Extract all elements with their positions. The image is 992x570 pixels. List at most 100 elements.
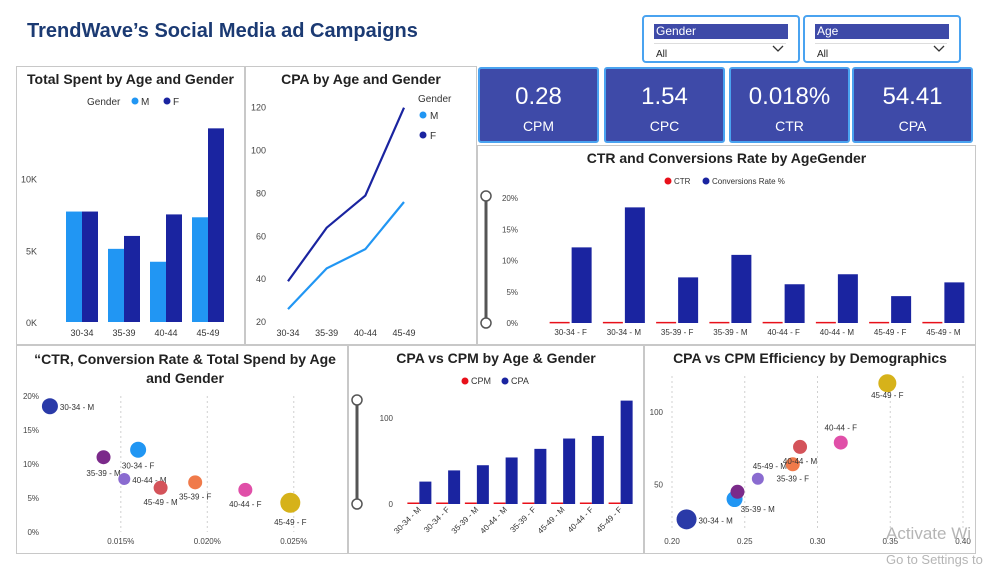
x-tick-label: 40-44 - F <box>767 328 800 337</box>
bar-m <box>150 261 166 322</box>
bar-cpa <box>563 438 576 504</box>
kpi-value: 54.41 <box>882 83 943 110</box>
bar-f <box>82 211 98 322</box>
point-label: 45-49 - F <box>274 518 307 527</box>
point-label: 35-39 - M <box>86 469 121 478</box>
point-label: 40-44 - M <box>783 457 818 466</box>
cpa-by-age-panel: CPA by Age and Gender 20 40 60 80 100 120 30-3… <box>245 66 477 345</box>
x-tick-label: 45-49 - F <box>595 505 624 534</box>
age-slicer-header: Age <box>815 24 949 39</box>
point-label: 45-49 - M <box>143 498 178 507</box>
bar-cpa <box>448 470 461 504</box>
chart-title: CPA vs CPM by Age & Gender <box>396 350 596 366</box>
bar-cpm <box>608 502 621 504</box>
legend-marker <box>702 177 710 185</box>
bar-conversion-rate <box>784 284 805 323</box>
legend-title: Gender <box>87 97 121 108</box>
bar-ctr <box>922 321 943 324</box>
scatter-point <box>785 457 800 472</box>
point-label: 30-34 - M <box>60 403 95 412</box>
scatter-point <box>280 492 301 513</box>
y-tick-label: 10% <box>502 257 518 266</box>
x-tick-label: 35-39 - F <box>661 328 694 337</box>
x-tick-label: 0.35 <box>882 537 898 546</box>
kpi-label: CPC <box>649 118 680 134</box>
y-tick-label: 15% <box>23 426 39 435</box>
x-tick-label: 0.020% <box>194 537 221 546</box>
x-tick-label: 35-39 - F <box>508 505 537 534</box>
y-tick-label: 0 <box>389 500 394 509</box>
y-tick-label: 10K <box>21 175 37 185</box>
cpa-vs-cpm-panel: CPA vs CPM by Age & Gender 0 100 CPM CPA 30-… <box>348 345 644 554</box>
scatter-point <box>793 439 808 454</box>
scatter-point <box>676 509 697 530</box>
range-slider-handle <box>480 190 492 202</box>
x-tick-label: 40-44 <box>154 328 177 338</box>
point-label: 35-39 - F <box>777 474 810 483</box>
kpi-card-ctr: 0.018% CTR <box>729 67 850 143</box>
x-tick-label: 0.40 <box>955 537 971 546</box>
kpi-label: CTR <box>775 118 804 134</box>
age-slicer[interactable]: Age All <box>803 15 961 63</box>
x-tick-label: 45-49 <box>196 328 219 338</box>
bar-ctr <box>709 321 730 324</box>
bar-m <box>66 211 82 322</box>
y-tick-label: 80 <box>256 188 266 198</box>
gender-slicer-header: Gender <box>654 24 788 39</box>
bar-f <box>208 128 224 322</box>
kpi-card-cpa: 54.41 CPA <box>852 67 973 143</box>
scatter-point <box>730 484 745 499</box>
ctr-conversion-scatter: 0.015% 0.020% 0.025% 0% 5% 10% 15% 20% 30-34 - M… <box>23 392 307 546</box>
bar-cpm <box>436 502 449 504</box>
legend-label: CPA <box>511 376 529 386</box>
x-tick-label: 40-44 <box>354 328 377 338</box>
total-spent-panel: Total Spent by Age and Gender 0K 5K 10K Gen… <box>16 66 245 345</box>
legend-marker <box>419 131 427 139</box>
x-tick-label: 45-49 - F <box>874 328 907 337</box>
legend-marker <box>664 177 672 185</box>
scatter-point <box>118 472 131 485</box>
y-tick-label: 20% <box>502 194 518 203</box>
bar-cpm <box>522 502 535 504</box>
bar-m <box>108 248 124 322</box>
cpa-cpm-efficiency-scatter: 0.20 0.25 0.30 0.35 0.40 50 100 30-34 - M 35-39 … <box>650 374 971 546</box>
age-slicer-value[interactable]: All <box>817 49 829 60</box>
bar-cpa <box>505 457 518 504</box>
legend-marker <box>163 97 171 105</box>
chevron-down-icon[interactable] <box>933 45 945 56</box>
bar-ctr <box>656 321 677 324</box>
bar-cpa <box>620 400 633 504</box>
x-tick-label: 30-34 - F <box>422 505 451 534</box>
x-tick-label: 35-39 <box>315 328 338 338</box>
x-tick-label: 0.25 <box>737 537 753 546</box>
x-tick-label: 30-34 - M <box>392 505 423 536</box>
legend-label: M <box>141 97 149 108</box>
x-tick-label: 45-49 - M <box>926 328 961 337</box>
scatter-point <box>188 475 203 490</box>
ctr-conversions-chart: 0% 5% 10% 15% 20% CTR Conversions Rate % 30-34 … <box>480 177 965 337</box>
kpi-card-cpm: 0.28 CPM <box>478 67 599 143</box>
legend-label: CTR <box>674 177 691 186</box>
activate-watermark: Activate Wi <box>886 524 972 543</box>
y-tick-label: 40 <box>256 274 266 284</box>
x-tick-label: 40-44 - M <box>478 505 509 536</box>
total-spent-chart: 0K 5K 10K Gender M F 30-34 35-39 40-44 45-49 <box>21 97 224 338</box>
kpi-card-cpc: 1.54 CPC <box>604 67 725 143</box>
scatter-point <box>878 374 897 393</box>
gender-slicer[interactable]: Gender All <box>642 15 800 63</box>
legend-marker <box>419 111 427 119</box>
point-label: 40-44 - F <box>825 424 858 433</box>
gender-slicer-value[interactable]: All <box>656 49 668 60</box>
x-tick-label: 30-34 <box>276 328 299 338</box>
x-tick-label: 30-34 - M <box>607 328 642 337</box>
x-tick-label: 45-49 <box>392 328 415 338</box>
chevron-down-icon[interactable] <box>772 45 784 56</box>
y-tick-label: 60 <box>256 231 266 241</box>
dashboard-title: TrendWave’s Social Media ad Campaigns <box>27 20 418 42</box>
y-tick-label: 120 <box>251 103 266 113</box>
x-tick-label: 45-49 - M <box>536 505 567 536</box>
chart-title: CPA by Age and Gender <box>281 71 441 87</box>
y-tick-label: 0K <box>26 318 37 328</box>
ctr-conversions-panel: CTR and Conversions Rate by AgeGender 0%… <box>477 145 976 345</box>
